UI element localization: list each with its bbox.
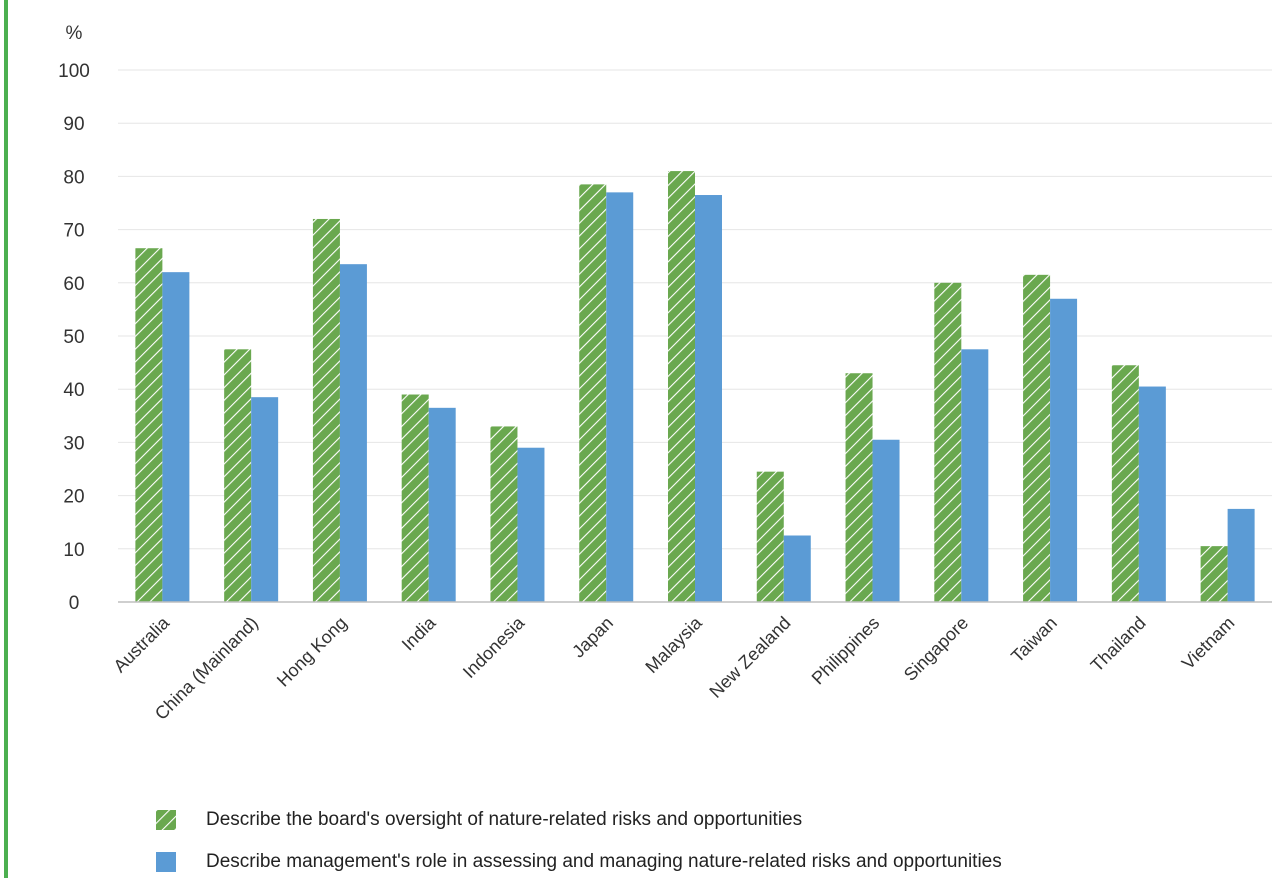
x-tick-label: Philippines [808,613,884,689]
bar-management-philippines [872,439,900,602]
legend-item-board: Describe the board's oversight of nature… [156,804,1002,836]
bar-management-japan [606,192,634,603]
bar-board-vietnam [1200,546,1228,602]
x-tick-label: Hong Kong [273,613,351,691]
left-accent-rule [4,0,8,878]
bar-board-taiwan [1023,274,1051,602]
y-tick-label: 90 [63,114,84,135]
x-tick-label: Malaysia [641,612,706,677]
bar-management-new-zealand [783,535,811,602]
bar-board-australia [135,248,163,602]
legend-swatch-solid [156,852,176,872]
y-tick-label: 60 [63,274,84,295]
y-axis-unit-label: % [66,23,83,44]
x-tick-label: India [398,612,440,654]
bar-management-india [428,407,456,602]
bar-management-taiwan [1050,298,1078,602]
y-tick-label: 40 [63,380,84,401]
x-tick-label: Japan [568,613,617,662]
bar-management-thailand [1138,386,1166,602]
bar-board-hong-kong [312,218,340,602]
bar-management-singapore [961,349,989,602]
bar-board-indonesia [490,426,518,602]
y-tick-label: 20 [63,487,84,508]
x-tick-label: Indonesia [459,612,529,682]
y-tick-label: 100 [58,61,90,82]
legend: Describe the board's oversight of nature… [156,804,1002,888]
bar-management-indonesia [517,447,545,602]
legend-item-management: Describe management's role in assessing … [156,846,1002,878]
legend-label-board: Describe the board's oversight of nature… [206,809,803,830]
x-tick-label: Vietnam [1178,613,1239,674]
bar-board-philippines [845,373,873,602]
bar-board-thailand [1111,365,1139,602]
x-tick-label: Australia [110,612,174,676]
bar-management-australia [162,272,190,602]
x-tick-label: Taiwan [1007,613,1061,667]
y-tick-label: 70 [63,221,84,242]
y-axis-ticks: 0 10 20 30 40 50 60 70 80 90 100 [58,61,90,614]
y-tick-label: 10 [63,540,84,561]
bar-management-hong-kong [339,264,367,602]
bar-board-malaysia [668,171,695,602]
bars [135,171,1255,603]
legend-label-management: Describe management's role in assessing … [206,851,1002,872]
y-tick-label: 30 [63,433,84,454]
bar-management-vietnam [1227,508,1255,602]
bar-board-new-zealand [756,471,784,602]
bar-board-japan [579,184,607,602]
x-tick-label: Thailand [1087,613,1150,676]
y-tick-label: 80 [63,167,84,188]
y-tick-label: 0 [69,593,80,614]
legend-swatch-hatched [156,810,176,830]
x-tick-label: New Zealand [705,613,794,702]
y-tick-label: 50 [63,327,84,348]
bar-board-singapore [934,282,962,602]
gridlines [118,69,1272,550]
bar-management-malaysia [695,195,722,602]
bar-board-china-mainland [224,349,252,602]
x-tick-label: Singapore [900,613,972,685]
bar-management-china-mainland [251,397,279,602]
bar-board-india [401,394,429,602]
